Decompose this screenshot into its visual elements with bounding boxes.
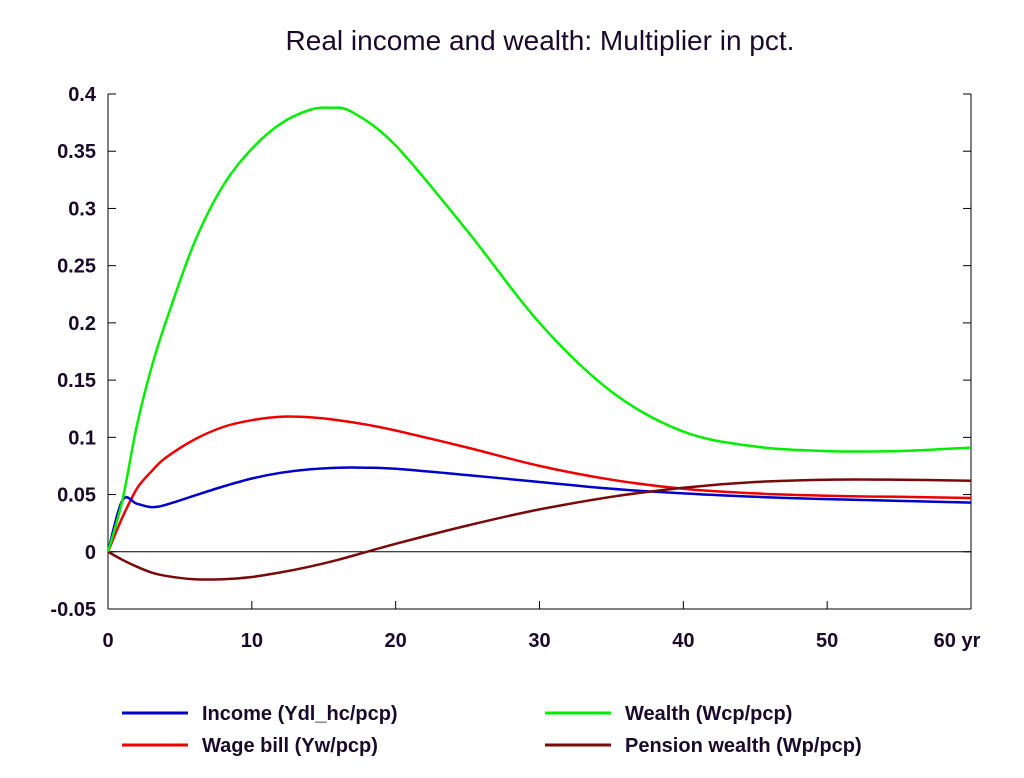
y-tick-label: 0.05 [57,485,96,507]
y-tick-label: 0.3 [68,198,96,220]
x-tick-label: 10 [241,630,263,652]
series-line-2 [106,106,972,553]
series-line-0 [106,466,972,553]
y-tick-label: 0.25 [57,256,96,278]
x-axis: 0 10 20 30 40 50 60 yr [102,601,981,652]
chart-title: Real income and wealth: Multiplier in pc… [286,25,795,56]
x-tick-label: 20 [385,630,407,652]
x-tick-label: 50 [816,630,838,652]
legend-label: Income (Ydl_hc/pcp) [202,703,398,725]
y-tick-label: 0.1 [68,427,96,449]
x-tick-label: 0 [102,630,113,652]
legend-label: Wage bill (Yw/pcp) [202,735,378,757]
legend-label: Pension wealth (Wp/pcp) [625,735,862,757]
y-tick-label: 0.4 [68,84,97,106]
y-tick-label: 0.35 [57,141,96,163]
legend-label: Wealth (Wcp/pcp) [625,703,792,725]
y-tick-label: -0.05 [50,599,96,621]
series-line-1 [106,415,972,553]
y-tick-label: 0 [85,542,96,564]
plot-frame [107,94,972,610]
x-tick-label: 60 yr [934,630,981,652]
series-layer [106,106,972,581]
y-axis: -0.05 0 0.05 0.1 0.15 0.2 0.25 0.3 0.35 0.4 [50,84,971,621]
x-tick-label: 30 [528,630,550,652]
legend: Income (Ydl_hc/pcp) Wage bill (Yw/pcp) Wea… [122,703,862,757]
x-tick-label: 40 [672,630,694,652]
y-tick-label: 0.2 [68,313,96,335]
y-tick-label: 0.15 [57,370,96,392]
series-line-3 [107,478,972,581]
